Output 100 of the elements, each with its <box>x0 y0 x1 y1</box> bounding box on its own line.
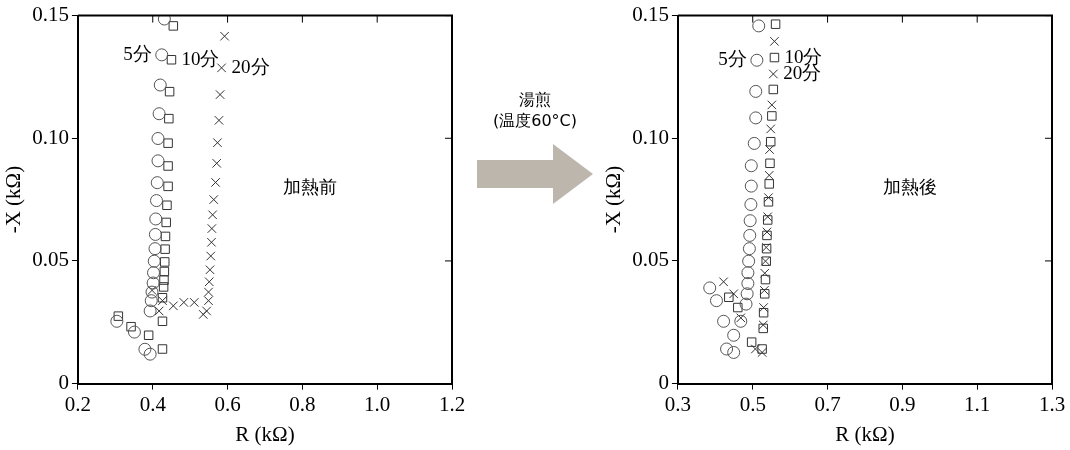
point <box>746 337 757 347</box>
point <box>143 304 157 318</box>
y-axis-title: -X (kΩ) <box>601 165 626 234</box>
point <box>162 200 172 210</box>
point <box>744 159 758 173</box>
x-axis-title: R (kΩ) <box>835 421 895 446</box>
point <box>146 276 160 290</box>
point <box>160 244 170 254</box>
series-label: 5分 <box>123 42 152 64</box>
point <box>147 254 161 268</box>
point <box>158 282 169 292</box>
point <box>759 289 770 299</box>
point <box>733 302 743 313</box>
point <box>768 69 779 79</box>
point <box>206 251 216 261</box>
point <box>763 197 774 207</box>
point <box>742 254 756 268</box>
point <box>720 342 734 356</box>
point <box>163 181 173 192</box>
y-tick-label: 0.05 <box>32 247 69 272</box>
point <box>126 321 136 332</box>
point <box>750 53 764 67</box>
point <box>143 330 154 341</box>
point <box>161 217 171 228</box>
point <box>160 231 171 242</box>
point <box>703 281 717 295</box>
point <box>127 325 141 339</box>
point <box>150 194 163 208</box>
point <box>727 345 741 359</box>
point <box>765 124 776 134</box>
point <box>743 214 757 228</box>
point <box>148 227 162 241</box>
x-tick-label: 0.8 <box>289 391 316 416</box>
x-tick-label: 1.0 <box>364 391 391 416</box>
point <box>150 176 164 190</box>
point <box>110 314 124 328</box>
point <box>168 21 179 31</box>
point <box>758 307 769 318</box>
point <box>163 161 173 171</box>
point <box>148 242 162 256</box>
point <box>742 242 756 256</box>
x-tick-label: 0.4 <box>139 391 167 416</box>
point <box>113 311 124 321</box>
point <box>757 344 767 354</box>
text: 湯煎 <box>519 90 551 111</box>
point <box>752 19 766 33</box>
point <box>747 136 761 150</box>
x-tick-label: 1.3 <box>1038 391 1066 416</box>
x-tick-label: 1.2 <box>438 391 466 416</box>
point <box>138 342 152 356</box>
point <box>159 257 170 267</box>
point <box>153 78 167 92</box>
point <box>159 275 169 285</box>
point <box>164 113 174 124</box>
series-label: 20分 <box>231 55 270 77</box>
point <box>157 344 168 354</box>
point <box>157 15 171 26</box>
text: (温度60°C) <box>492 111 577 132</box>
point <box>741 266 755 280</box>
point <box>744 198 758 212</box>
point <box>717 314 731 328</box>
x-tick-label: 0.7 <box>814 391 841 416</box>
point <box>739 297 753 311</box>
point <box>741 277 755 290</box>
point <box>768 84 779 95</box>
y-tick-label: 0.15 <box>32 2 69 27</box>
y-tick-label: 0.05 <box>632 247 669 272</box>
x-tick-label: 0.6 <box>214 391 241 416</box>
series-label: 10分 <box>181 47 220 69</box>
point <box>762 230 772 241</box>
point <box>758 323 768 334</box>
point <box>765 158 775 169</box>
y-tick-label: 0.15 <box>632 2 669 27</box>
point <box>166 55 177 65</box>
point <box>765 136 776 147</box>
point <box>734 314 748 328</box>
point <box>724 292 734 302</box>
point <box>157 316 168 327</box>
point <box>764 179 774 189</box>
point <box>769 52 780 63</box>
point <box>767 111 777 121</box>
point <box>744 179 758 193</box>
point <box>163 138 173 148</box>
point <box>709 294 723 308</box>
point <box>143 347 157 361</box>
point <box>152 107 166 121</box>
series-label: 5分 <box>718 48 747 70</box>
y-axis-title: -X (kΩ) <box>1 165 26 234</box>
point <box>147 266 161 280</box>
point <box>760 274 771 285</box>
point <box>159 266 170 277</box>
x-tick-label: 0.9 <box>889 391 916 416</box>
point <box>743 228 757 242</box>
x-tick-label: 0.5 <box>739 391 766 416</box>
point <box>727 328 741 342</box>
point <box>770 19 781 29</box>
point <box>149 212 163 226</box>
point <box>155 48 169 62</box>
point <box>749 111 763 125</box>
point <box>749 84 763 98</box>
